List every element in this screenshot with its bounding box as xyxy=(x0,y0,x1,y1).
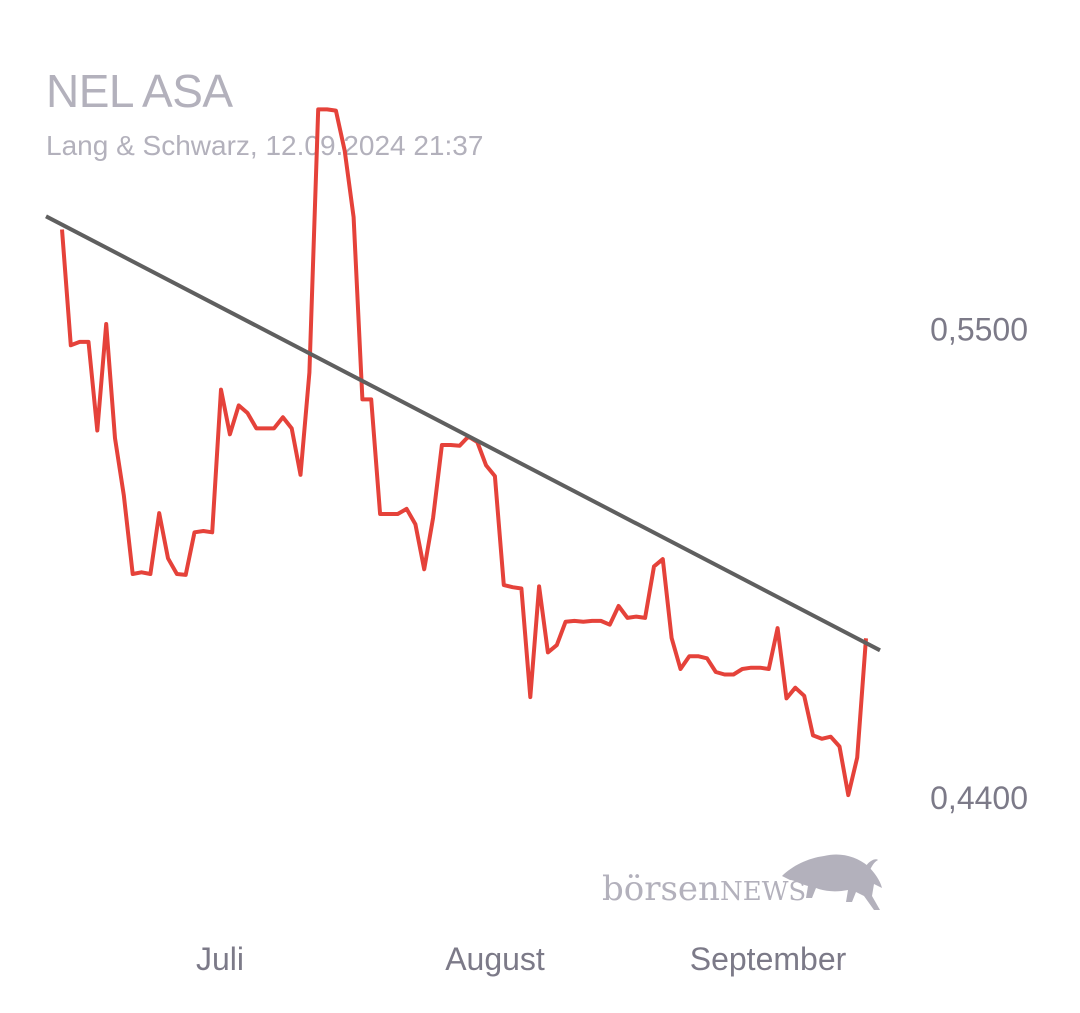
x-tick-label: Juli xyxy=(196,941,244,977)
y-tick-label: 0,5500 xyxy=(930,312,1028,348)
y-axis: 0,5500 0,4400 xyxy=(930,312,1028,816)
y-tick-label: 0,4400 xyxy=(930,780,1028,816)
price-line xyxy=(60,107,868,798)
series-layer xyxy=(45,107,881,798)
chart-subtitle: Lang & Schwarz, 12.09.2024 21:37 xyxy=(46,130,484,161)
svg-text:börsenNEWS: börsenNEWS xyxy=(602,869,806,909)
logo-text-accent: NEWS xyxy=(720,877,806,907)
logo-text-main: börsen xyxy=(602,869,720,909)
bull-icon xyxy=(782,854,882,910)
trend-line xyxy=(45,214,881,653)
boersen-news-logo: börsenNEWS xyxy=(602,854,882,910)
x-axis: Juli August September xyxy=(196,941,847,977)
chart-title: NEL ASA xyxy=(46,65,233,117)
x-tick-label: September xyxy=(690,941,847,977)
x-tick-label: August xyxy=(445,941,545,977)
